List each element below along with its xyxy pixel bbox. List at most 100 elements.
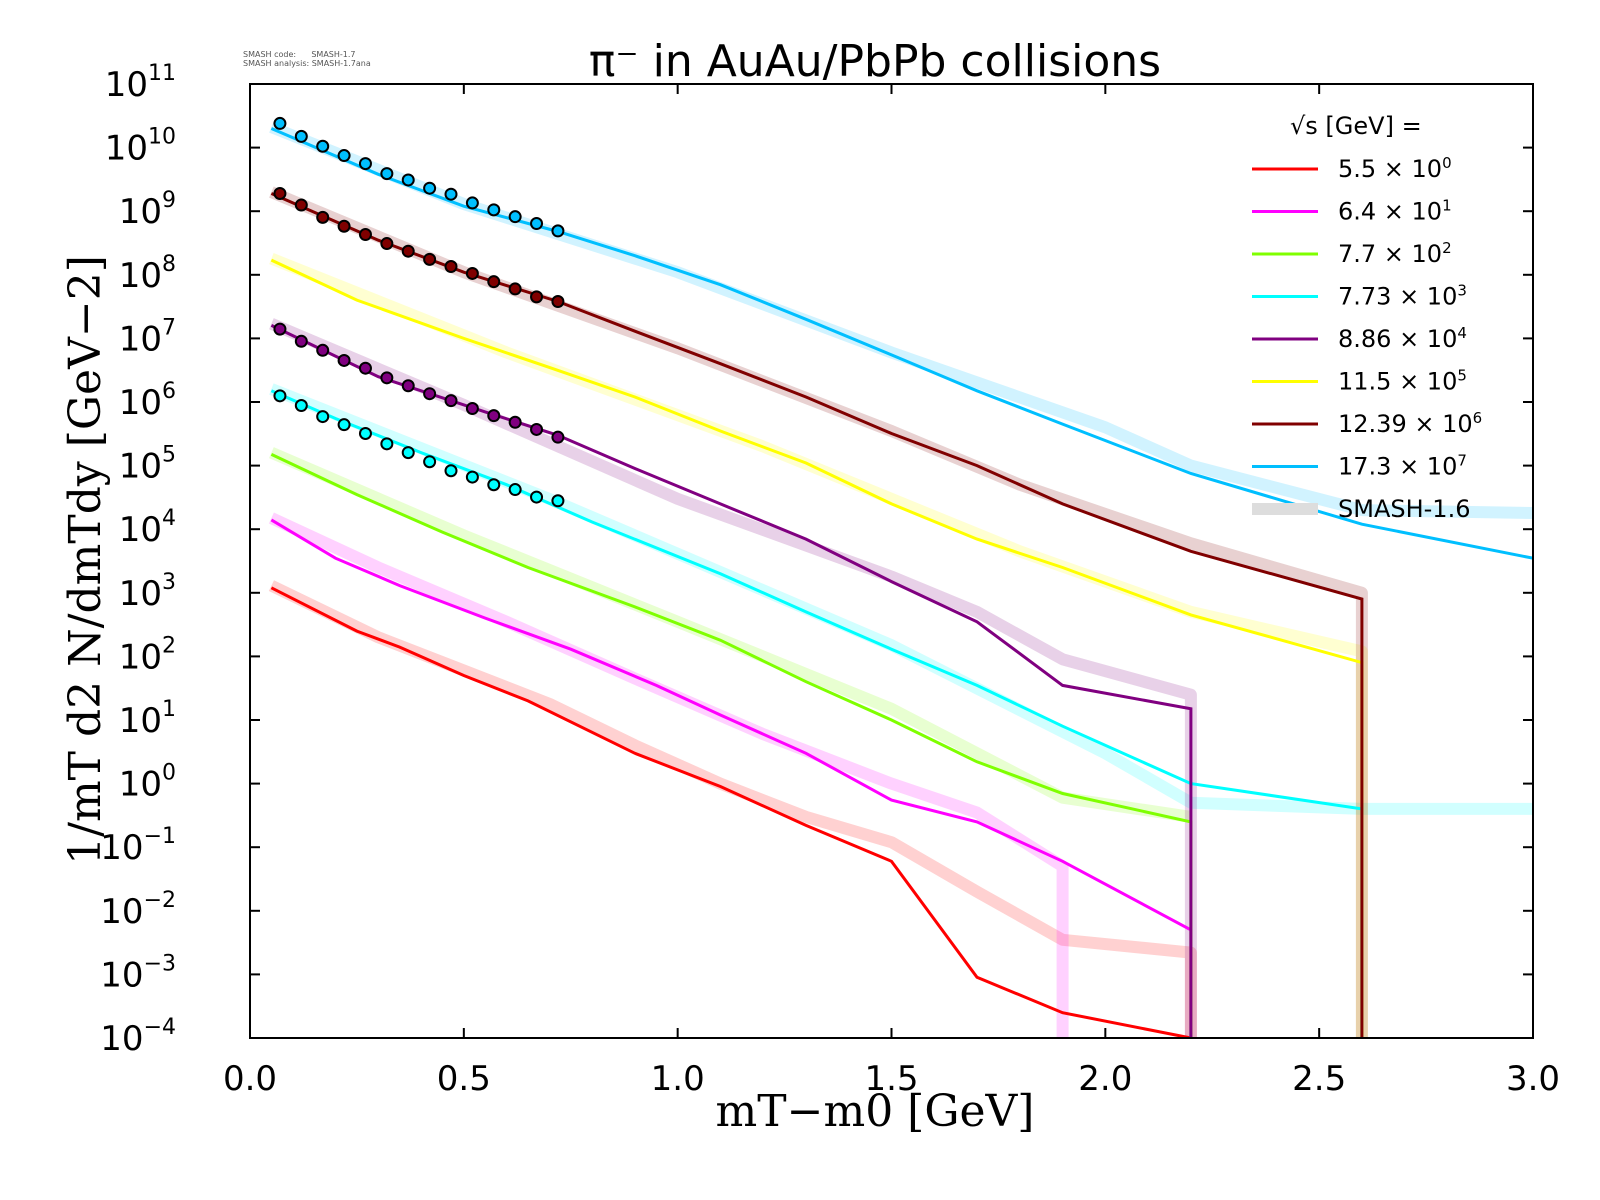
series-line-2 [270, 453, 1193, 1038]
data-point [380, 167, 394, 181]
data-point [487, 203, 501, 217]
series-line-6 [270, 192, 1364, 1038]
series-line-3 [270, 389, 1364, 1038]
data-point [337, 418, 351, 432]
axis-ticks: 0.0 0.5 1.0 1.5 2.0 2.5 3.0 10−4 10−3 10−2 10−1 100… [100, 61, 1560, 1099]
data-point [465, 266, 479, 280]
data-point [465, 196, 479, 210]
data-point [401, 173, 415, 187]
y-tick-label: 10−3 [100, 951, 176, 995]
legend-entry-label: 8.86 × 104 [1338, 324, 1467, 353]
y-tick-label: 104 [119, 506, 176, 550]
legend-entry-label: 11.5 × 105 [1338, 367, 1467, 396]
data-point [423, 387, 437, 401]
data-point [294, 198, 308, 212]
x-tick-label: 2.0 [1078, 1059, 1132, 1099]
data-point [401, 244, 415, 258]
data-point [530, 490, 544, 504]
legend-entry-label: 17.3 × 107 [1338, 452, 1467, 481]
data-point [487, 478, 501, 492]
data-point [465, 470, 479, 484]
y-tick-label: 10−2 [100, 888, 176, 932]
data-point [380, 437, 394, 451]
data-point [273, 116, 287, 130]
reference-curve-2 [269, 447, 1192, 823]
y-tick-label: 10−4 [100, 1015, 176, 1059]
data-point [358, 361, 372, 375]
series-line-1 [270, 518, 1193, 1038]
data-point [444, 260, 458, 274]
data-point [508, 415, 522, 429]
series-line-7 [270, 127, 1533, 560]
data-point [358, 426, 372, 440]
data-point [444, 187, 458, 201]
reference-curve-4 [269, 318, 1197, 1038]
y-axis-label: 1/mT d2 N/dmTdy [GeV−2] [60, 255, 111, 865]
data-point [273, 389, 287, 403]
data-point [530, 290, 544, 304]
data-point [358, 228, 372, 242]
x-tick-label: 0.5 [437, 1059, 491, 1099]
legend-title: √s [GeV] = [1290, 112, 1422, 140]
data-point [316, 210, 330, 224]
y-tick-label: 105 [119, 443, 176, 487]
data-point [337, 149, 351, 163]
data-point [358, 157, 372, 171]
y-tick-label: 108 [119, 252, 176, 296]
data-point [508, 210, 522, 224]
smash-code-info: SMASH code: SMASH-1.7 [243, 50, 356, 59]
data-point [423, 252, 437, 266]
data-point [294, 399, 308, 413]
y-tick-label: 102 [119, 633, 176, 677]
legend-entry-label: 5.5 × 100 [1338, 154, 1452, 183]
legend-entry-label: 12.39 × 106 [1338, 409, 1482, 438]
data-point [423, 181, 437, 195]
x-axis-label: mT−m0 [GeV] [716, 1086, 1035, 1137]
smash-analysis-info: SMASH analysis: SMASH-1.7ana [243, 59, 371, 68]
y-tick-label: 1010 [105, 125, 176, 169]
series-line-0 [270, 586, 1192, 1038]
series-curves [270, 127, 1533, 1038]
series-line-5 [270, 258, 1364, 1038]
x-tick-label: 3.0 [1506, 1059, 1560, 1099]
data-point [508, 483, 522, 497]
x-tick-label: 1.0 [651, 1059, 705, 1099]
data-point [316, 343, 330, 357]
y-tick-label: 103 [119, 570, 176, 614]
data-point [551, 224, 565, 238]
data-point [380, 237, 394, 251]
data-point [423, 455, 437, 469]
data-point [316, 139, 330, 153]
data-point [487, 275, 501, 289]
y-tick-label: 101 [119, 697, 176, 741]
y-tick-label: 100 [119, 761, 176, 805]
x-tick-label: 2.5 [1292, 1059, 1346, 1099]
data-point [551, 430, 565, 444]
data-point [294, 129, 308, 143]
data-point [273, 322, 287, 336]
data-point [444, 464, 458, 478]
data-point [273, 186, 287, 200]
data-markers [273, 116, 565, 508]
data-point [530, 217, 544, 231]
plot-frame [249, 83, 1534, 1039]
data-point [551, 295, 565, 309]
legend-entry-label: 7.73 × 103 [1338, 282, 1467, 311]
y-tick-label: 10−1 [100, 824, 176, 868]
data-point [401, 379, 415, 393]
data-point [337, 219, 351, 233]
data-point [508, 282, 522, 296]
legend-reference-label: SMASH-1.6 [1338, 495, 1470, 523]
chart-title: π⁻ in AuAu/PbPb collisions [589, 36, 1161, 87]
reference-curve-0 [268, 580, 1197, 1038]
data-point [487, 409, 501, 423]
legend: √s [GeV] = 5.5 × 100 6.4 × 101 7.7 × 102 7.7… [1252, 112, 1482, 523]
x-tick-label: 0.0 [223, 1059, 277, 1099]
reference-curve-5 [269, 253, 1368, 1038]
legend-entry-label: 7.7 × 102 [1338, 239, 1452, 268]
data-point [401, 446, 415, 460]
x-tick-label: 1.5 [864, 1059, 918, 1099]
y-tick-label: 1011 [105, 61, 176, 105]
data-point [551, 494, 565, 508]
